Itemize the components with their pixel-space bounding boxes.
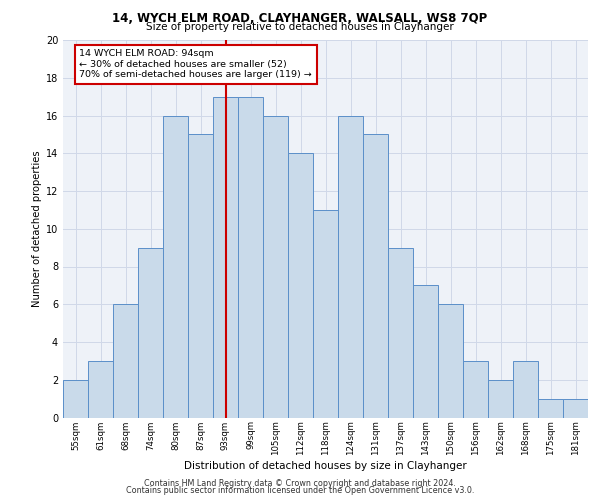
Bar	[188, 134, 213, 418]
Bar	[563, 398, 588, 417]
Bar	[238, 96, 263, 417]
Bar	[438, 304, 463, 418]
Bar	[113, 304, 138, 418]
Bar	[263, 116, 288, 418]
Bar	[63, 380, 88, 418]
Bar	[388, 248, 413, 418]
Text: 14, WYCH ELM ROAD, CLAYHANGER, WALSALL, WS8 7QP: 14, WYCH ELM ROAD, CLAYHANGER, WALSALL, …	[112, 12, 488, 26]
Bar	[213, 96, 238, 417]
Bar	[538, 398, 563, 417]
Bar	[313, 210, 338, 418]
Bar	[338, 116, 363, 418]
Text: Contains public sector information licensed under the Open Government Licence v3: Contains public sector information licen…	[126, 486, 474, 495]
Bar	[163, 116, 188, 418]
X-axis label: Distribution of detached houses by size in Clayhanger: Distribution of detached houses by size …	[184, 460, 467, 470]
Bar	[413, 286, 438, 418]
Bar	[513, 361, 538, 418]
Bar	[488, 380, 513, 418]
Text: Contains HM Land Registry data © Crown copyright and database right 2024.: Contains HM Land Registry data © Crown c…	[144, 478, 456, 488]
Text: 14 WYCH ELM ROAD: 94sqm
← 30% of detached houses are smaller (52)
70% of semi-de: 14 WYCH ELM ROAD: 94sqm ← 30% of detache…	[79, 50, 312, 79]
Bar	[463, 361, 488, 418]
Bar	[288, 153, 313, 417]
Text: Size of property relative to detached houses in Clayhanger: Size of property relative to detached ho…	[146, 22, 454, 32]
Y-axis label: Number of detached properties: Number of detached properties	[32, 150, 41, 307]
Bar	[88, 361, 113, 418]
Bar	[138, 248, 163, 418]
Bar	[363, 134, 388, 418]
